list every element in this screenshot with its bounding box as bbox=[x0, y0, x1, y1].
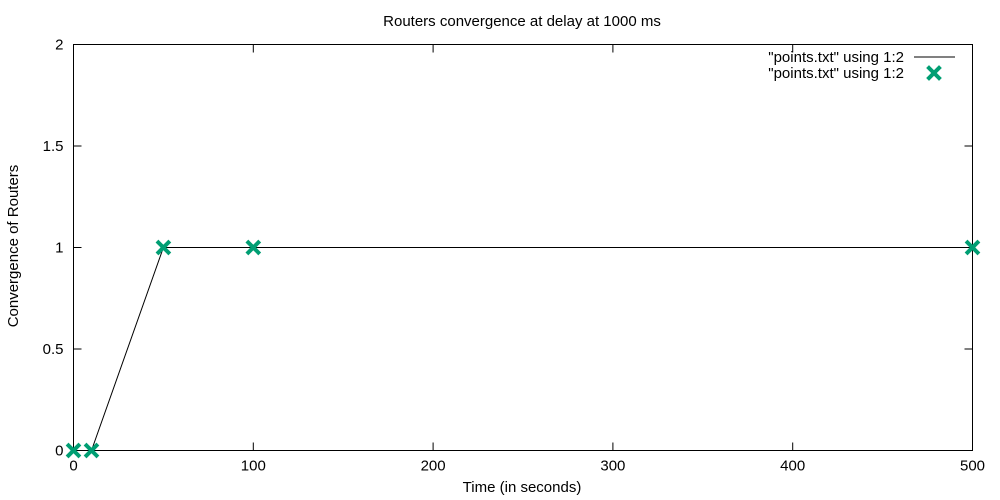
y-tick-label: 1 bbox=[55, 240, 63, 257]
data-point bbox=[245, 239, 262, 256]
legend: "points.txt" using 1:2"points.txt" using… bbox=[768, 49, 955, 82]
legend-label: "points.txt" using 1:2 bbox=[768, 49, 904, 66]
x-tick-label: 0 bbox=[69, 458, 77, 475]
y-axis-label: Convergence of Routers bbox=[5, 165, 22, 328]
x-tick-label: 500 bbox=[960, 458, 985, 475]
y-tick-label: 0.5 bbox=[43, 341, 64, 358]
x-axis-label: Time (in seconds) bbox=[463, 479, 582, 496]
legend-label: "points.txt" using 1:2 bbox=[768, 65, 904, 82]
data-point bbox=[155, 239, 172, 256]
x-tick-label: 200 bbox=[421, 458, 446, 475]
x-tick-label: 400 bbox=[780, 458, 805, 475]
data-point bbox=[964, 239, 981, 256]
data-point bbox=[65, 442, 82, 459]
data-point bbox=[83, 442, 100, 459]
legend-marker-sample bbox=[926, 65, 942, 81]
x-tick-label: 100 bbox=[241, 458, 266, 475]
x-tick-label: 300 bbox=[600, 458, 625, 475]
y-tick-label: 0 bbox=[55, 443, 63, 460]
axis-ticks: 0 100 200 300 400 500 0 0.5 1 1.5 2 bbox=[43, 37, 985, 475]
series-layer bbox=[65, 239, 981, 459]
y-tick-label: 1.5 bbox=[43, 138, 64, 155]
series-line bbox=[73, 247, 973, 451]
chart-title: Routers convergence at delay at 1000 ms bbox=[383, 13, 661, 30]
y-tick-label: 2 bbox=[55, 37, 63, 54]
